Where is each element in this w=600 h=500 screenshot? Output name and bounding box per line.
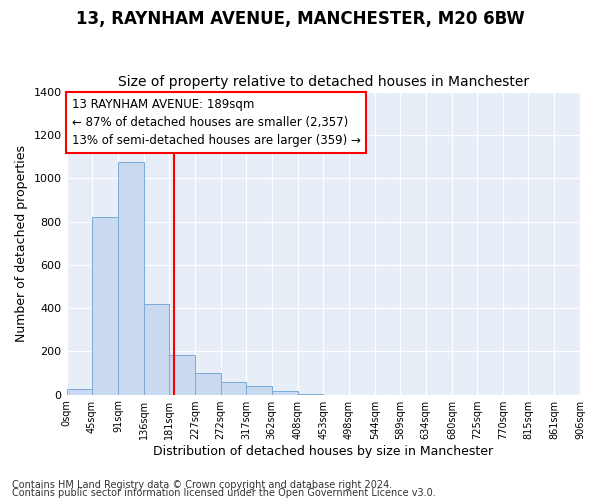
Text: Contains public sector information licensed under the Open Government Licence v3: Contains public sector information licen… xyxy=(12,488,436,498)
Bar xyxy=(246,386,272,394)
Text: 13 RAYNHAM AVENUE: 189sqm
← 87% of detached houses are smaller (2,357)
13% of se: 13 RAYNHAM AVENUE: 189sqm ← 87% of detac… xyxy=(71,98,361,147)
Bar xyxy=(67,389,92,394)
Bar xyxy=(221,382,246,394)
Text: 13, RAYNHAM AVENUE, MANCHESTER, M20 6BW: 13, RAYNHAM AVENUE, MANCHESTER, M20 6BW xyxy=(76,10,524,28)
Bar xyxy=(169,354,195,395)
Bar xyxy=(195,373,221,394)
Y-axis label: Number of detached properties: Number of detached properties xyxy=(15,145,28,342)
Bar xyxy=(143,304,169,394)
Text: Contains HM Land Registry data © Crown copyright and database right 2024.: Contains HM Land Registry data © Crown c… xyxy=(12,480,392,490)
Title: Size of property relative to detached houses in Manchester: Size of property relative to detached ho… xyxy=(118,76,529,90)
Bar xyxy=(92,218,118,394)
Bar xyxy=(272,392,298,394)
X-axis label: Distribution of detached houses by size in Manchester: Distribution of detached houses by size … xyxy=(153,444,493,458)
Bar xyxy=(118,162,143,394)
